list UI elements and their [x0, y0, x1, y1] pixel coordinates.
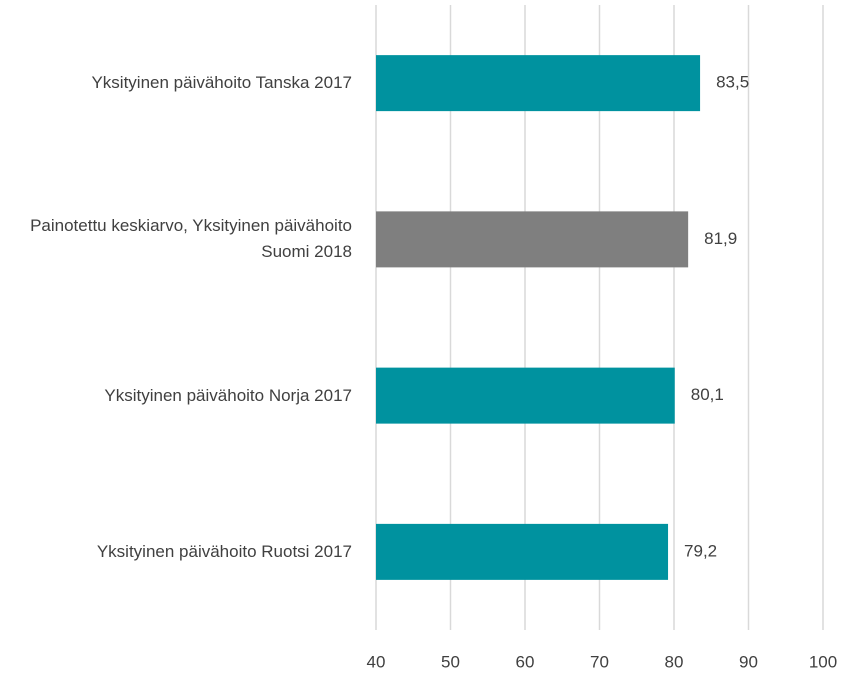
value-label: 83,5	[716, 73, 749, 92]
x-tick-label: 50	[441, 652, 460, 671]
value-label: 81,9	[704, 229, 737, 248]
y-tick-label: Painotettu keskiarvo, Yksityinen päiväho…	[30, 216, 352, 262]
y-tick-label: Yksityinen päivähoito Norja 2017	[104, 385, 352, 405]
bar	[376, 523, 669, 580]
bar	[376, 55, 701, 112]
x-tick-label: 80	[665, 652, 684, 671]
x-tick-label: 90	[739, 652, 758, 671]
y-tick-label: Yksityinen päivähoito Tanska 2017	[91, 73, 352, 93]
x-tick-label: 100	[809, 652, 837, 671]
bar	[376, 367, 675, 424]
bar	[376, 211, 689, 268]
value-label: 79,2	[684, 541, 717, 560]
x-tick-label: 70	[590, 652, 609, 671]
y-tick-label: Yksityinen päivähoito Ruotsi 2017	[96, 541, 352, 561]
x-tick-label: 60	[516, 652, 535, 671]
x-tick-label: 40	[367, 652, 386, 671]
value-label: 80,1	[691, 385, 724, 404]
